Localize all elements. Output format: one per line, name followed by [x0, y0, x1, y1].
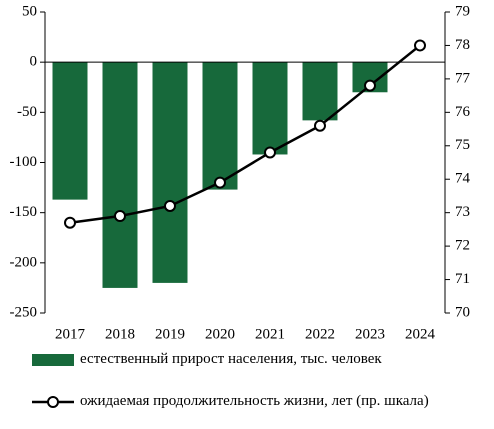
bar [202, 62, 238, 190]
line-marker [164, 199, 176, 212]
legend-line: ожидаемая продолжительность жизни, лет (… [32, 392, 462, 411]
y-tick-label: 0 [30, 54, 38, 70]
bar [302, 62, 338, 121]
y2-tick-label: 76 [455, 104, 471, 120]
legend-marker [47, 396, 59, 408]
line-marker [314, 119, 326, 132]
y2-tick-label: 71 [455, 271, 470, 287]
line-marker [214, 176, 226, 189]
y2-tick-label: 75 [455, 137, 470, 153]
y-tick-label: 50 [22, 3, 37, 19]
line-marker [364, 79, 376, 92]
legend-line-icon [32, 396, 74, 408]
y-tick-label: -150 [10, 204, 38, 220]
x-tick-label: 2017 [55, 326, 86, 340]
y-tick-label: -50 [17, 104, 37, 120]
x-tick-label: 2018 [105, 326, 135, 340]
line-marker [264, 146, 276, 159]
bar [52, 62, 88, 200]
y-tick-label: -200 [10, 254, 38, 270]
y2-tick-label: 78 [455, 37, 470, 53]
y2-tick-label: 77 [455, 70, 471, 86]
legend-label: естественный прирост населения, тыс. чел… [80, 351, 382, 367]
y-tick-label: -250 [10, 304, 38, 320]
legend-label: ожидаемая продолжительность жизни, лет (… [80, 393, 429, 409]
legend-bar: естественный прирост населения, тыс. чел… [32, 350, 382, 369]
x-tick-label: 2021 [255, 326, 285, 340]
chart: 50 0 -50 -100 -150 -200 -250 70 71 72 73 74 75 76 77 78… [10, 3, 471, 340]
y2-tick-label: 72 [455, 238, 470, 254]
y2-tick-label: 73 [455, 204, 470, 220]
line-marker [64, 216, 76, 229]
line-marker [414, 39, 426, 52]
x-tick-label: 2019 [155, 326, 185, 340]
y2-tick-label: 70 [455, 304, 470, 320]
x-tick-label: 2022 [305, 326, 335, 340]
line-marker [114, 210, 126, 223]
bar [152, 62, 188, 283]
line [69, 44, 421, 224]
bar [102, 62, 138, 288]
y2-tick-label: 74 [455, 171, 471, 187]
x-tick-label: 2023 [355, 326, 385, 340]
y2-tick-label: 79 [455, 3, 470, 19]
x-tick-label: 2020 [205, 326, 235, 340]
x-tick-label: 2024 [405, 326, 436, 340]
bar [252, 62, 288, 155]
y-tick-label: -100 [10, 154, 38, 170]
legend-swatch [32, 353, 74, 366]
